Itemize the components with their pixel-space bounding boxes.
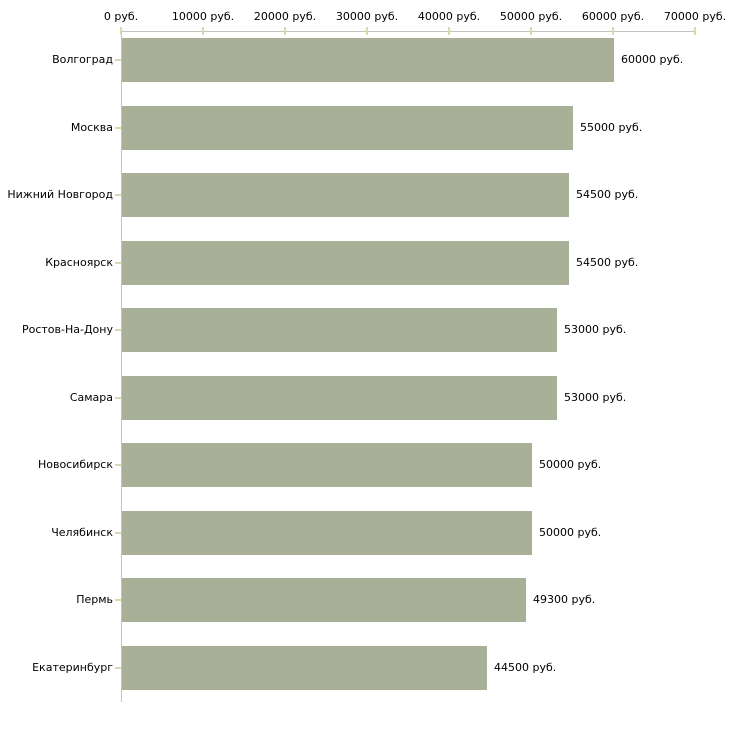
x-axis-tick-label: 0 руб. (103, 10, 139, 23)
bar-value-label: 54500 руб. (576, 188, 639, 201)
x-axis-tick-mark (612, 27, 614, 35)
bar-value-label: 60000 руб. (621, 53, 684, 66)
bar-value-label: 49300 руб. (533, 593, 596, 606)
y-axis-tick-mark (115, 261, 121, 264)
x-axis-tick-label: 40000 руб. (417, 10, 481, 23)
y-axis-tick-mark (115, 126, 121, 129)
category-label: Самара (69, 390, 113, 404)
category-label: Ростов-На-Дону (21, 323, 113, 336)
category-label: Пермь (76, 593, 113, 606)
bar-value-label: 44500 руб. (494, 660, 557, 674)
x-axis-tick-label: 60000 руб. (581, 10, 645, 23)
category-label: Екатеринбург (32, 660, 113, 674)
x-axis-tick-mark (694, 27, 696, 35)
bar-value-label: 54500 руб. (576, 255, 639, 269)
x-axis-tick-mark (530, 27, 532, 35)
y-axis-tick-mark (115, 194, 121, 196)
x-axis-tick-mark (448, 27, 450, 35)
x-axis-tick-label: 10000 руб. (171, 10, 235, 23)
y-axis-tick-mark (115, 59, 121, 61)
category-label: Новосибирск (37, 458, 113, 471)
bar (122, 240, 569, 285)
x-axis-tick-label: 50000 руб. (499, 10, 563, 23)
x-axis-tick-mark (120, 27, 122, 35)
bar-value-label: 53000 руб. (564, 323, 627, 336)
x-axis-tick-mark (202, 27, 204, 35)
x-axis-line (121, 31, 696, 32)
category-label: Красноярск (45, 255, 113, 269)
bar-value-label: 50000 руб. (539, 458, 602, 471)
y-axis-tick-mark (115, 666, 121, 669)
bar (122, 38, 614, 82)
y-axis-tick-mark (115, 464, 121, 466)
x-axis-tick-mark (366, 27, 368, 35)
bar-value-label: 50000 руб. (539, 525, 602, 539)
bar (122, 105, 573, 150)
y-axis-tick-mark (115, 396, 121, 399)
bar (122, 308, 557, 352)
x-axis-tick-label: 70000 руб. (663, 10, 727, 23)
y-axis-line (121, 31, 122, 702)
x-axis-tick-label: 30000 руб. (335, 10, 399, 23)
bar (122, 443, 532, 487)
category-label: Волгоград (52, 53, 113, 66)
y-axis-tick-mark (115, 329, 121, 331)
category-label: Челябинск (51, 525, 113, 539)
bar-value-label: 55000 руб. (580, 120, 643, 134)
bar (122, 645, 487, 690)
bar (122, 578, 526, 622)
bar (122, 173, 569, 217)
x-axis-tick-mark (284, 27, 286, 35)
bar-value-label: 53000 руб. (564, 390, 627, 404)
y-axis-tick-mark (115, 599, 121, 601)
bar (122, 375, 557, 420)
bar (122, 510, 532, 555)
y-axis-tick-mark (115, 531, 121, 534)
category-label: Нижний Новгород (7, 188, 113, 201)
category-label: Москва (70, 120, 113, 134)
x-axis-tick-label: 20000 руб. (253, 10, 317, 23)
